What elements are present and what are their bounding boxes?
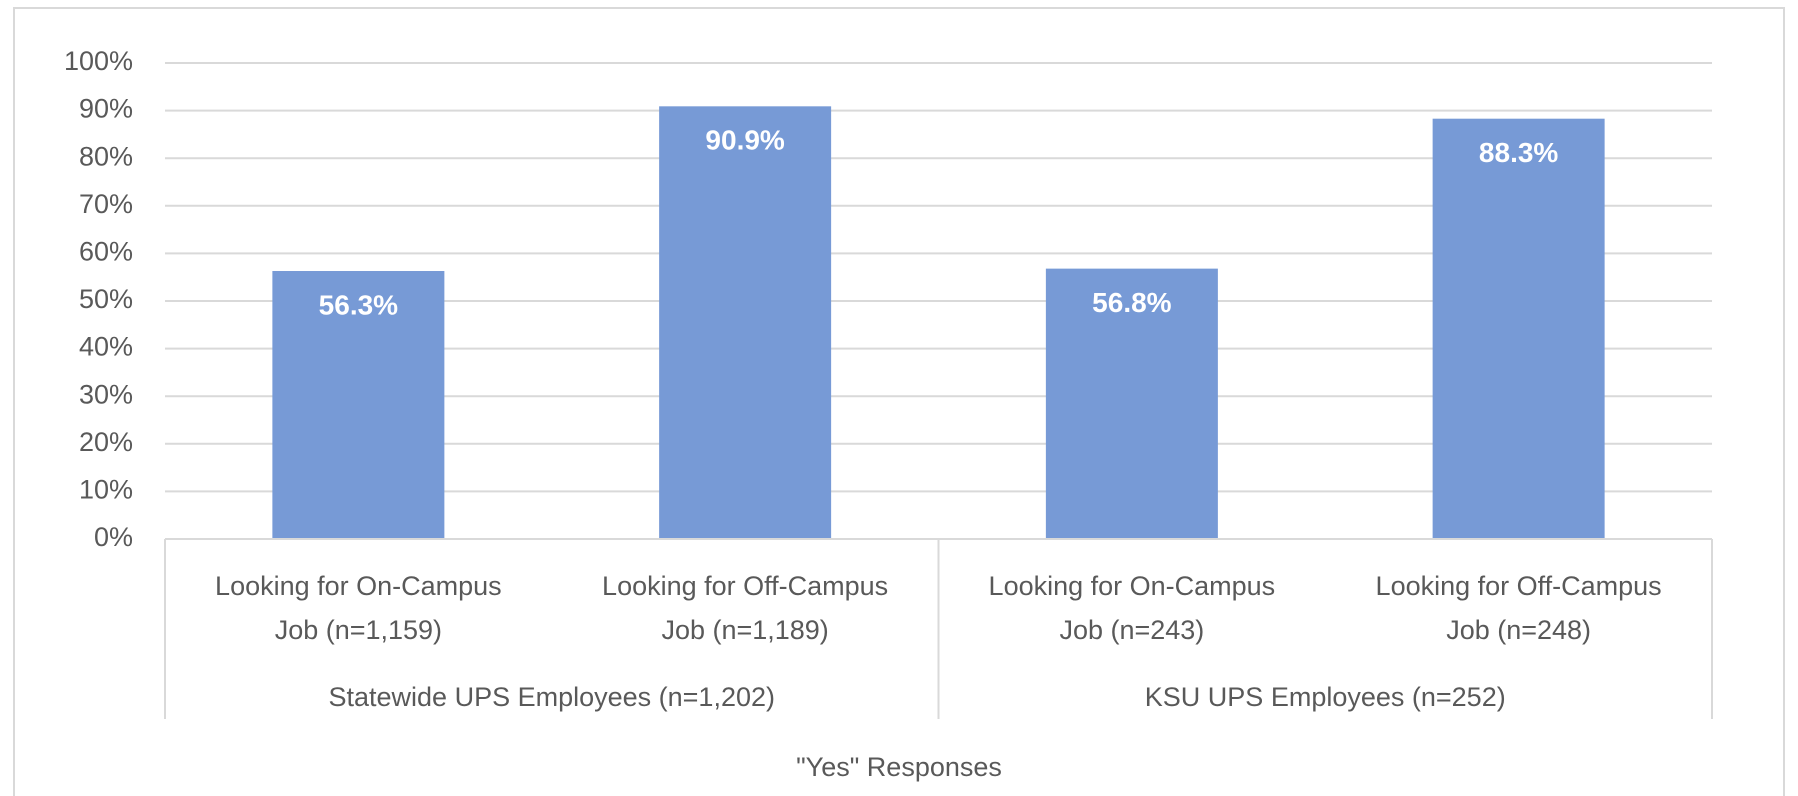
y-tick-label: 100% <box>64 46 133 76</box>
chart-border <box>13 7 1785 796</box>
x-tick-label: Looking for Off-Campus Job (n=248) <box>1375 571 1662 645</box>
y-tick-label: 60% <box>79 237 133 267</box>
y-tick-label: 90% <box>79 94 133 124</box>
y-tick-label: 70% <box>79 189 133 219</box>
data-label: 56.8% <box>1092 287 1171 318</box>
bar <box>1432 118 1605 539</box>
group-label: Statewide UPS Employees (n=1,202) <box>328 682 776 712</box>
data-label: 88.3% <box>1479 137 1558 168</box>
y-tick-label: 20% <box>79 427 133 457</box>
bar <box>1045 268 1218 539</box>
x-tick-label: Looking for On-Campus Job (n=243) <box>988 571 1276 645</box>
bar <box>659 106 832 539</box>
x-axis-label: "Yes" Responses <box>796 752 1002 782</box>
x-tick-label: Looking for Off-Campus Job (n=1,189) <box>602 571 889 645</box>
y-tick-label: 10% <box>79 475 133 505</box>
data-label: 90.9% <box>705 125 784 156</box>
y-tick-label: 40% <box>79 332 133 362</box>
data-label: 56.3% <box>319 289 398 320</box>
x-tick-label: Looking for On-Campus Job (n=1,159) <box>215 571 502 645</box>
group-label: KSU UPS Employees (n=252) <box>1144 682 1506 712</box>
y-tick-label: 30% <box>79 379 133 409</box>
y-tick-label: 0% <box>94 522 133 552</box>
bar <box>272 271 445 539</box>
y-tick-label: 50% <box>79 284 133 314</box>
y-tick-label: 80% <box>79 141 133 171</box>
